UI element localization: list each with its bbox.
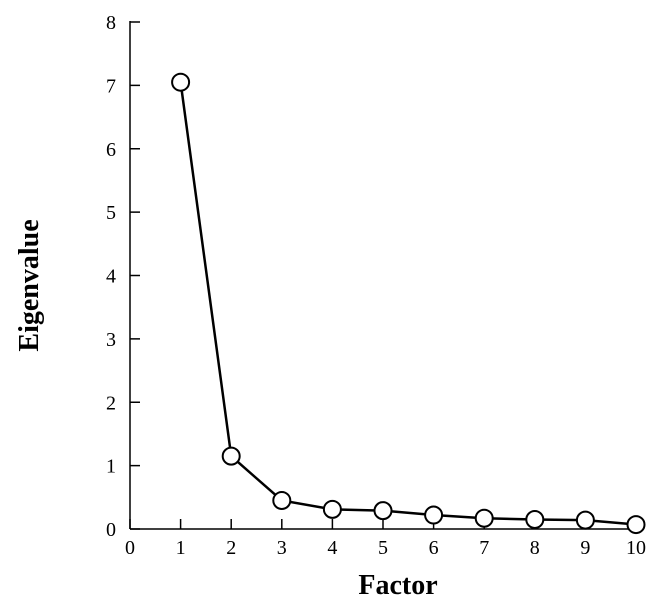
y-tick-label: 7 [106,75,116,97]
y-tick-label: 4 [106,266,116,288]
y-tick-label: 5 [106,202,116,224]
x-tick-label: 5 [378,537,388,559]
x-tick-label: 10 [626,537,646,559]
data-point-factor-3 [272,490,292,510]
data-point-factor-1 [171,72,191,92]
data-point-factor-4 [322,499,342,519]
x-tick-label: 4 [327,537,337,559]
x-tick-label: 7 [479,537,489,559]
y-axis-title: Eigenvalue [14,219,45,351]
eigenvalue-series-line [179,82,637,526]
y-axis-ticks: 0 1 2 3 4 5 6 7 8 [106,12,140,541]
data-point-factor-5 [373,501,393,521]
data-point-factor-2 [221,446,241,466]
x-tick-label: 6 [429,537,439,559]
y-tick-label: 1 [106,456,116,478]
x-tick-label: 9 [580,537,590,559]
x-tick-label: 1 [176,537,186,559]
eigenvalue-markers [171,72,646,535]
x-tick-label: 8 [530,537,540,559]
y-tick-label: 3 [106,329,116,351]
y-tick-label: 2 [106,392,116,414]
data-point-factor-8 [525,509,545,529]
data-point-factor-9 [575,510,595,530]
data-point-factor-6 [424,505,444,525]
x-tick-label: 0 [125,537,135,559]
data-point-factor-7 [474,508,494,528]
x-tick-label: 3 [277,537,287,559]
y-tick-label: 6 [106,139,116,161]
data-point-factor-10 [626,515,646,535]
x-axis-ticks: 0 1 2 3 4 5 6 7 8 9 10 [125,519,646,559]
y-tick-label: 0 [106,519,116,541]
x-tick-label: 2 [226,537,236,559]
y-tick-label: 8 [106,12,116,34]
x-axis-title: Factor [358,570,437,601]
